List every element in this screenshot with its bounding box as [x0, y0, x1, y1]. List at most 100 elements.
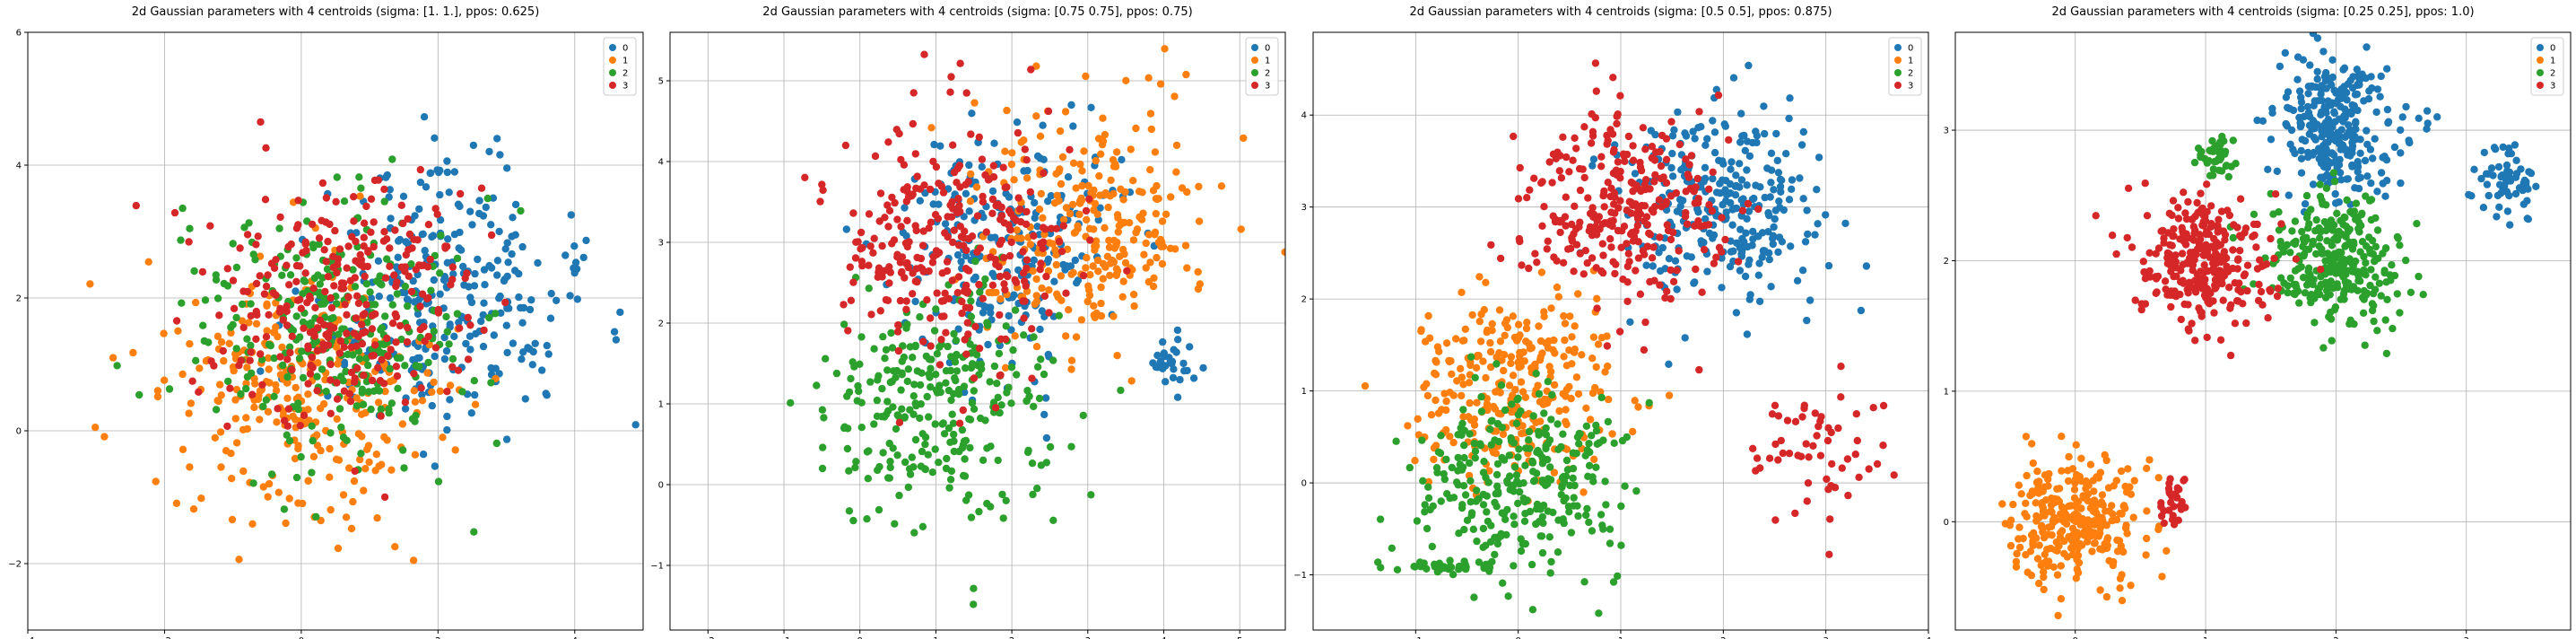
point-series-2: [2329, 221, 2338, 229]
point-series-1: [309, 452, 318, 460]
point-series-1: [1083, 297, 1092, 306]
point-series-3: [223, 422, 231, 431]
point-series-2: [1498, 509, 1506, 517]
point-series-1: [274, 332, 282, 341]
point-series-2: [940, 430, 949, 438]
point-series-1: [1525, 339, 1533, 348]
point-series-2: [1562, 456, 1571, 465]
point-series-1: [263, 300, 271, 308]
point-series-3: [1620, 223, 1629, 231]
point-series-3: [1855, 473, 1863, 481]
point-series-1: [129, 348, 137, 357]
point-series-1: [2143, 507, 2151, 515]
point-series-1: [356, 192, 364, 200]
point-series-1: [1547, 304, 1555, 312]
point-series-3: [927, 218, 936, 226]
point-series-1: [317, 404, 325, 413]
point-series-1: [2064, 477, 2073, 486]
point-series-3: [1879, 442, 1887, 450]
point-series-0: [487, 363, 495, 372]
point-series-1: [1078, 167, 1086, 175]
point-series-2: [891, 520, 899, 528]
point-series-0: [467, 298, 476, 307]
point-series-1: [2001, 520, 2009, 528]
point-series-2: [1527, 560, 1536, 569]
point-series-1: [339, 491, 348, 499]
point-series-3: [358, 328, 367, 337]
point-series-0: [1788, 185, 1796, 193]
point-series-0: [1776, 175, 1785, 184]
point-series-3: [320, 320, 328, 329]
point-series-2: [399, 446, 407, 454]
point-series-2: [1040, 370, 1049, 379]
point-series-0: [1745, 61, 1753, 70]
point-series-2: [1423, 524, 1432, 533]
point-series-2: [938, 420, 946, 428]
point-series-0: [2517, 165, 2525, 173]
point-series-1: [276, 371, 285, 379]
point-series-2: [970, 405, 979, 413]
point-series-3: [285, 281, 293, 289]
point-series-0: [1767, 166, 1776, 174]
point-series-2: [943, 454, 951, 463]
point-series-3: [1014, 128, 1023, 137]
point-series-3: [410, 370, 418, 378]
point-series-3: [929, 252, 938, 261]
point-series-1: [2082, 478, 2090, 487]
point-series-0: [1749, 235, 1757, 243]
point-series-1: [2028, 489, 2037, 498]
point-series-3: [294, 197, 302, 205]
point-series-0: [1153, 363, 1162, 372]
point-series-1: [1129, 177, 1137, 185]
y-tick-label: 3: [658, 239, 664, 249]
point-series-1: [2053, 571, 2062, 579]
point-series-3: [984, 176, 993, 184]
point-series-0: [1703, 267, 1711, 276]
x-tick-label: 0: [857, 636, 863, 639]
point-series-3: [252, 279, 261, 288]
point-series-2: [1580, 578, 1588, 586]
point-series-2: [948, 410, 956, 418]
x-tick-label: −2: [158, 636, 171, 639]
point-series-3: [1543, 245, 1552, 253]
point-series-2: [1473, 486, 1481, 495]
point-series-1: [160, 376, 169, 384]
point-series-1: [1056, 165, 1064, 173]
point-series-1: [1486, 363, 1495, 372]
point-series-2: [2291, 267, 2300, 275]
point-series-2: [1458, 501, 1466, 509]
point-series-1: [259, 483, 267, 491]
point-series-3: [955, 201, 963, 210]
point-series-3: [1044, 107, 1053, 116]
point-series-0: [945, 358, 954, 367]
point-series-3: [909, 89, 918, 97]
point-series-1: [2006, 541, 2015, 550]
point-series-3: [1609, 169, 1618, 178]
point-series-1: [1571, 346, 1580, 354]
point-series-3: [840, 301, 848, 309]
point-series-0: [1726, 262, 1735, 271]
point-series-3: [292, 277, 300, 285]
point-series-3: [875, 264, 883, 272]
point-series-3: [396, 321, 405, 330]
point-series-3: [1817, 413, 1825, 421]
point-series-3: [1646, 231, 1655, 239]
point-series-2: [2369, 249, 2377, 258]
point-series-1: [231, 396, 239, 404]
point-series-2: [1471, 373, 1479, 381]
point-series-2: [908, 453, 916, 461]
point-series-1: [358, 410, 366, 418]
point-series-3: [912, 184, 920, 192]
point-series-3: [1783, 416, 1792, 425]
point-series-1: [2071, 538, 2080, 547]
point-series-3: [1700, 245, 1709, 254]
point-series-3: [897, 223, 905, 231]
point-series-2: [283, 431, 291, 439]
point-series-1: [1092, 156, 1101, 165]
point-series-3: [1533, 258, 1541, 267]
point-series-3: [236, 244, 244, 252]
point-series-2: [355, 173, 363, 181]
point-series-1: [326, 473, 334, 481]
point-series-3: [1583, 258, 1591, 267]
point-series-0: [1727, 165, 1735, 173]
